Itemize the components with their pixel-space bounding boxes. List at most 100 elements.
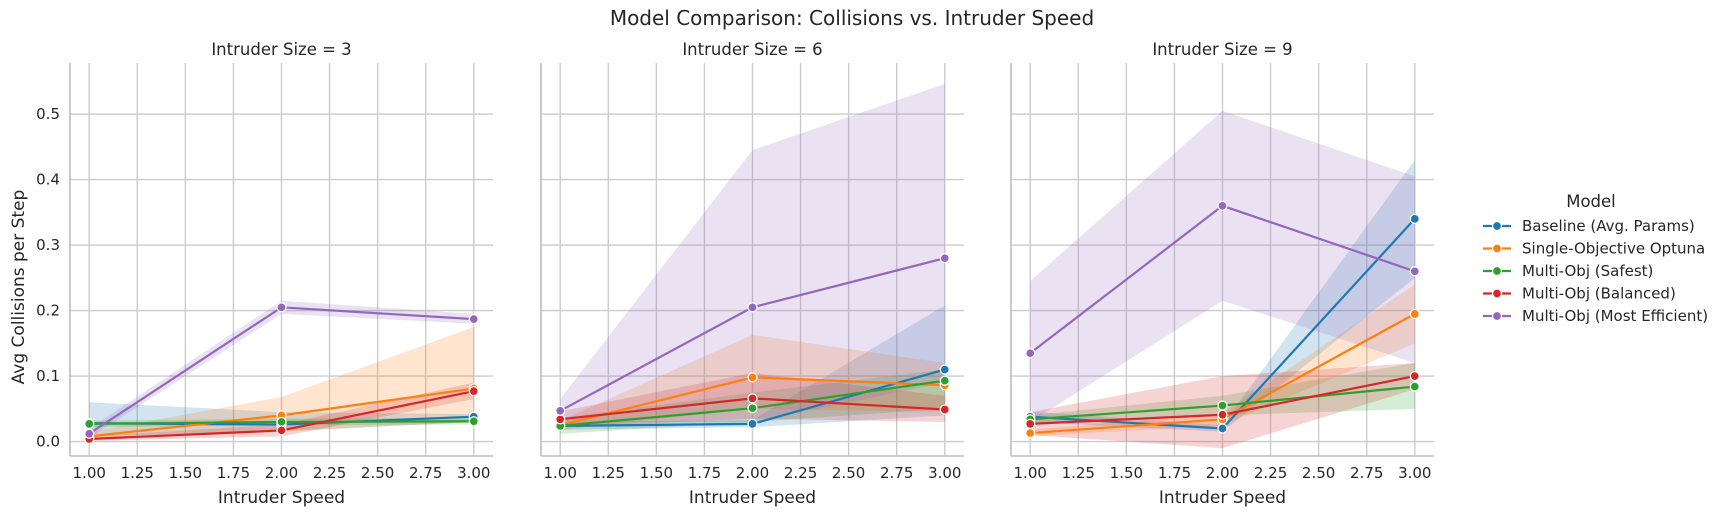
x-tick-label: 3.00 [457, 464, 490, 482]
data-point [1409, 381, 1420, 392]
data-point [747, 403, 758, 414]
y-axis-title: Avg Collisions per Step [9, 190, 29, 385]
x-tick-label: 2.75 [1350, 464, 1383, 482]
data-point [939, 375, 950, 386]
data-point [939, 253, 950, 264]
panel-title: Intruder Size = 3 [211, 40, 351, 59]
y-tick-label: 0.4 [36, 171, 60, 189]
x-tick-label: 1.00 [1014, 464, 1047, 482]
confidence-band [89, 300, 474, 439]
x-tick-label: 1.75 [688, 464, 721, 482]
data-point [468, 416, 479, 427]
confidence-band [1030, 362, 1415, 424]
data-point [1217, 400, 1228, 411]
confidence-band [1030, 284, 1415, 437]
data-point [1025, 427, 1036, 439]
x-tick-label: 1.00 [544, 464, 577, 482]
data-point [276, 302, 287, 313]
legend-label: Single-Objective Optuna [1522, 240, 1705, 258]
x-tick-label: 1.25 [592, 464, 625, 482]
x-tick-label: 2.25 [1254, 464, 1287, 482]
x-axis-title: Intruder Speed [1159, 488, 1286, 508]
panel-3: 1.00 1.25 1.50 1.75 2.00 2.25 2.50 2.75 3.00 Intr… [1010, 40, 1434, 508]
x-tick-label: 2.00 [736, 464, 769, 482]
data-point [84, 428, 95, 439]
confidence-band [560, 305, 945, 430]
legend-label: Multi-Obj (Most Efficient) [1522, 307, 1708, 325]
legend-swatch-marker [1491, 243, 1503, 254]
x-tick-label: 2.25 [784, 464, 817, 482]
x-tick-label: 2.75 [409, 464, 442, 482]
data-point [1025, 418, 1036, 430]
x-tick-label: 1.75 [1158, 464, 1191, 482]
legend-swatch-marker [1491, 220, 1503, 232]
data-point [1409, 266, 1420, 277]
legend-entry: Multi-Obj (Safest) [1483, 262, 1653, 280]
y-tick-label: 0.1 [36, 367, 60, 385]
x-tick-label: 2.50 [832, 464, 865, 482]
data-point [747, 372, 758, 383]
data-point [468, 313, 479, 325]
legend: Model Baseline (Avg. Params) Single-Object… [1483, 192, 1708, 325]
x-tick-label: 2.75 [880, 464, 913, 482]
x-tick-label: 3.00 [928, 464, 961, 482]
panel-1: 1.00 1.25 1.50 1.75 2.00 2.25 2.50 2.75 3.00 0.0 0… [36, 40, 493, 508]
x-tick-label: 1.25 [121, 464, 154, 482]
x-axis-title: Intruder Speed [218, 488, 345, 508]
x-axis-title: Intruder Speed [689, 488, 816, 508]
panel-title: Intruder Size = 6 [682, 40, 822, 59]
data-point [555, 405, 566, 416]
legend-swatch-marker [1491, 310, 1503, 322]
panels: 1.00 1.25 1.50 1.75 2.00 2.25 2.50 2.75 3.00 0.0 0… [36, 40, 1434, 508]
data-point [1409, 213, 1420, 225]
y-tick-label: 0.2 [36, 302, 60, 320]
data-point [1409, 370, 1420, 382]
x-tick-label: 2.00 [1206, 464, 1239, 482]
confidence-band [1030, 110, 1415, 422]
legend-entry: Baseline (Avg. Params) [1483, 217, 1695, 235]
data-point [1217, 423, 1228, 434]
x-tick-label: 1.25 [1062, 464, 1095, 482]
legend-label: Multi-Obj (Balanced) [1522, 285, 1676, 303]
legend-swatch-marker [1491, 265, 1503, 277]
data-point [1217, 409, 1228, 420]
panel-title: Intruder Size = 9 [1152, 40, 1292, 59]
x-tick-label: 2.50 [361, 464, 394, 482]
data-point [747, 302, 758, 313]
data-point [747, 418, 758, 430]
x-tick-label: 2.25 [313, 464, 346, 482]
x-tick-label: 2.00 [265, 464, 298, 482]
x-tick-label: 1.50 [640, 464, 673, 482]
data-point [939, 364, 950, 375]
panel-2: 1.00 1.25 1.50 1.75 2.00 2.25 2.50 2.75 3.00 Intr… [540, 40, 964, 508]
legend-entry: Multi-Obj (Most Efficient) [1483, 307, 1708, 325]
confidence-band [1030, 159, 1415, 432]
data-point [468, 386, 479, 397]
data-point [1217, 200, 1228, 211]
legend-title: Model [1566, 192, 1616, 211]
legend-entry: Single-Objective Optuna [1483, 240, 1705, 258]
legend-label: Multi-Obj (Safest) [1522, 262, 1653, 280]
y-tick-label: 0.3 [36, 236, 60, 254]
x-tick-label: 3.00 [1398, 464, 1431, 482]
y-tick-label: 0.0 [36, 433, 60, 451]
chart-title: Model Comparison: Collisions vs. Intrude… [610, 6, 1094, 30]
x-tick-label: 1.50 [169, 464, 202, 482]
x-tick-label: 2.50 [1302, 464, 1335, 482]
data-point [747, 393, 758, 404]
data-point [1025, 348, 1036, 359]
data-point [555, 414, 566, 425]
data-point [276, 425, 287, 436]
x-tick-label: 1.00 [73, 464, 106, 482]
legend-label: Baseline (Avg. Params) [1522, 217, 1695, 235]
legend-entry: Multi-Obj (Balanced) [1483, 285, 1676, 303]
confidence-band [560, 83, 945, 422]
data-point [276, 416, 287, 428]
y-tick-label: 0.5 [36, 105, 60, 123]
x-tick-label: 1.75 [217, 464, 250, 482]
data-point [1409, 308, 1420, 320]
x-tick-label: 1.50 [1110, 464, 1143, 482]
legend-swatch-marker [1491, 288, 1503, 299]
data-point [84, 418, 95, 430]
